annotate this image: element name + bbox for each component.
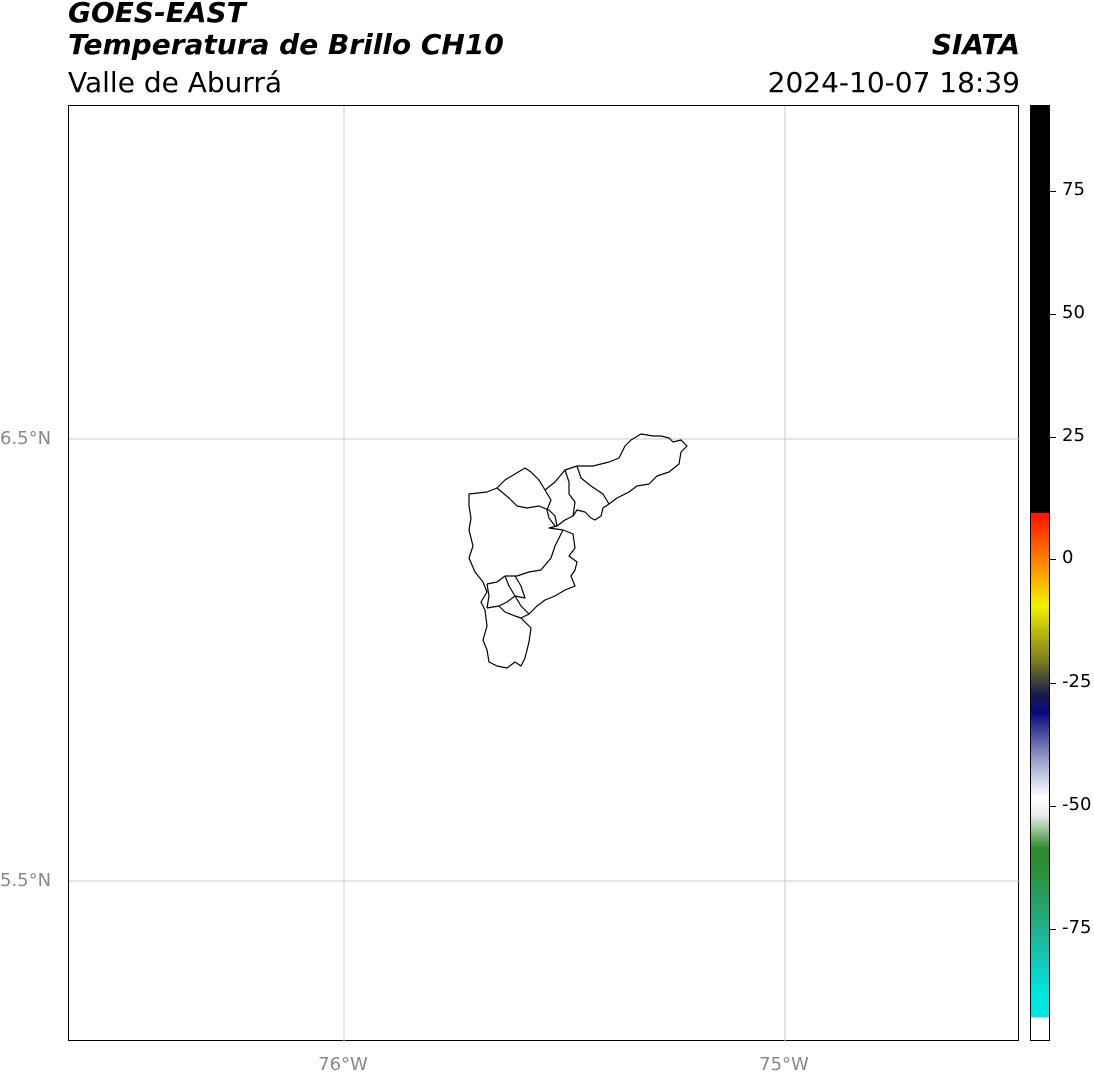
division-north-2: [544, 489, 556, 527]
division-north-3: [564, 469, 576, 517]
lon-label-75: 75°W: [759, 1054, 809, 1075]
division-south-1: [504, 575, 530, 615]
region-subtitle: Valle de Aburrá: [68, 66, 283, 99]
division-north-1: [496, 487, 558, 527]
colorbar-tick-0: [1050, 559, 1056, 560]
product-title: Temperatura de Brillo CH10: [68, 28, 504, 61]
colorbar-tick-neg75: [1050, 929, 1056, 930]
colorbar-label-neg50: -50: [1062, 794, 1092, 815]
division-south-3: [486, 595, 516, 609]
colorbar-tick-neg25: [1050, 683, 1056, 684]
colorbar-label-0: 0: [1062, 547, 1074, 568]
map-canvas[interactable]: [69, 106, 1020, 1042]
colorbar-tick-neg50: [1050, 806, 1056, 807]
agency-label: SIATA: [931, 28, 1020, 61]
colorbar-label-75: 75: [1062, 179, 1085, 200]
colorbar: [1030, 105, 1050, 1041]
colorbar-label-neg75: -75: [1062, 917, 1092, 938]
division-north-4: [576, 465, 610, 505]
map-panel[interactable]: [68, 105, 1020, 1042]
datetime-label: 2024-10-07 18:39: [767, 66, 1020, 99]
division-south-4: [498, 605, 522, 619]
lat-label-5.5: 5.5°N: [0, 870, 52, 891]
colorbar-tick-75: [1050, 191, 1056, 192]
colorbar-label-25: 25: [1062, 425, 1085, 446]
division-south-2: [486, 583, 490, 609]
lon-label-76: 76°W: [318, 1054, 368, 1075]
colorbar-tick-25: [1050, 437, 1056, 438]
division-south-5: [514, 575, 526, 599]
colorbar-label-neg25: -25: [1062, 671, 1092, 692]
division-center-1: [505, 529, 564, 577]
division-center-2: [486, 575, 506, 585]
lat-label-6.5: 6.5°N: [0, 428, 52, 449]
colorbar-tick-50: [1050, 314, 1056, 315]
municipality-boundaries: [468, 433, 688, 669]
satellite-title: GOES-EAST: [68, 0, 246, 29]
colorbar-label-50: 50: [1062, 302, 1085, 323]
